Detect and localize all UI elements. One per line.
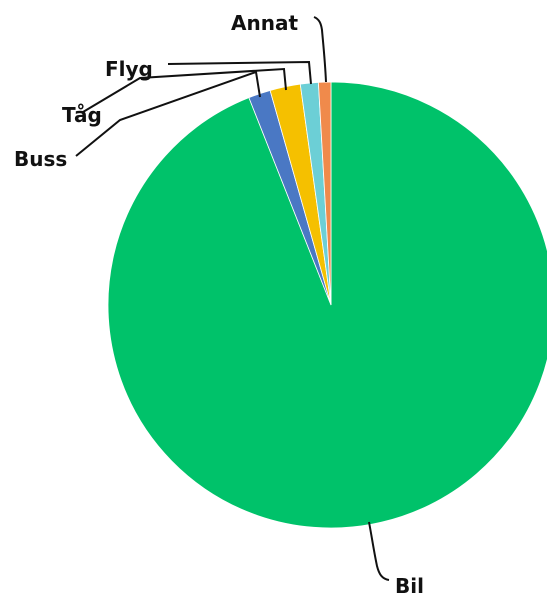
slice-label-buss: Buss [14,147,67,171]
pie-slice-bil [107,81,547,529]
leader-line-flyg [167,60,312,85]
slice-label-tag: Tåg [62,103,102,127]
leader-line-buss [75,70,261,157]
pie-leader-lines [75,16,390,581]
leader-line-annat [313,16,327,83]
slice-label-flyg: Flyg [105,57,153,81]
pie-slice-annat [317,81,332,306]
leader-line-bil [368,521,390,581]
slice-label-bil: Bil [395,574,424,598]
slice-label-annat: Annat [231,11,298,35]
pie-slices [107,81,547,529]
leader-line-tag [82,67,287,113]
pie-labels: Bil Buss Tåg Flyg Annat [14,11,424,598]
